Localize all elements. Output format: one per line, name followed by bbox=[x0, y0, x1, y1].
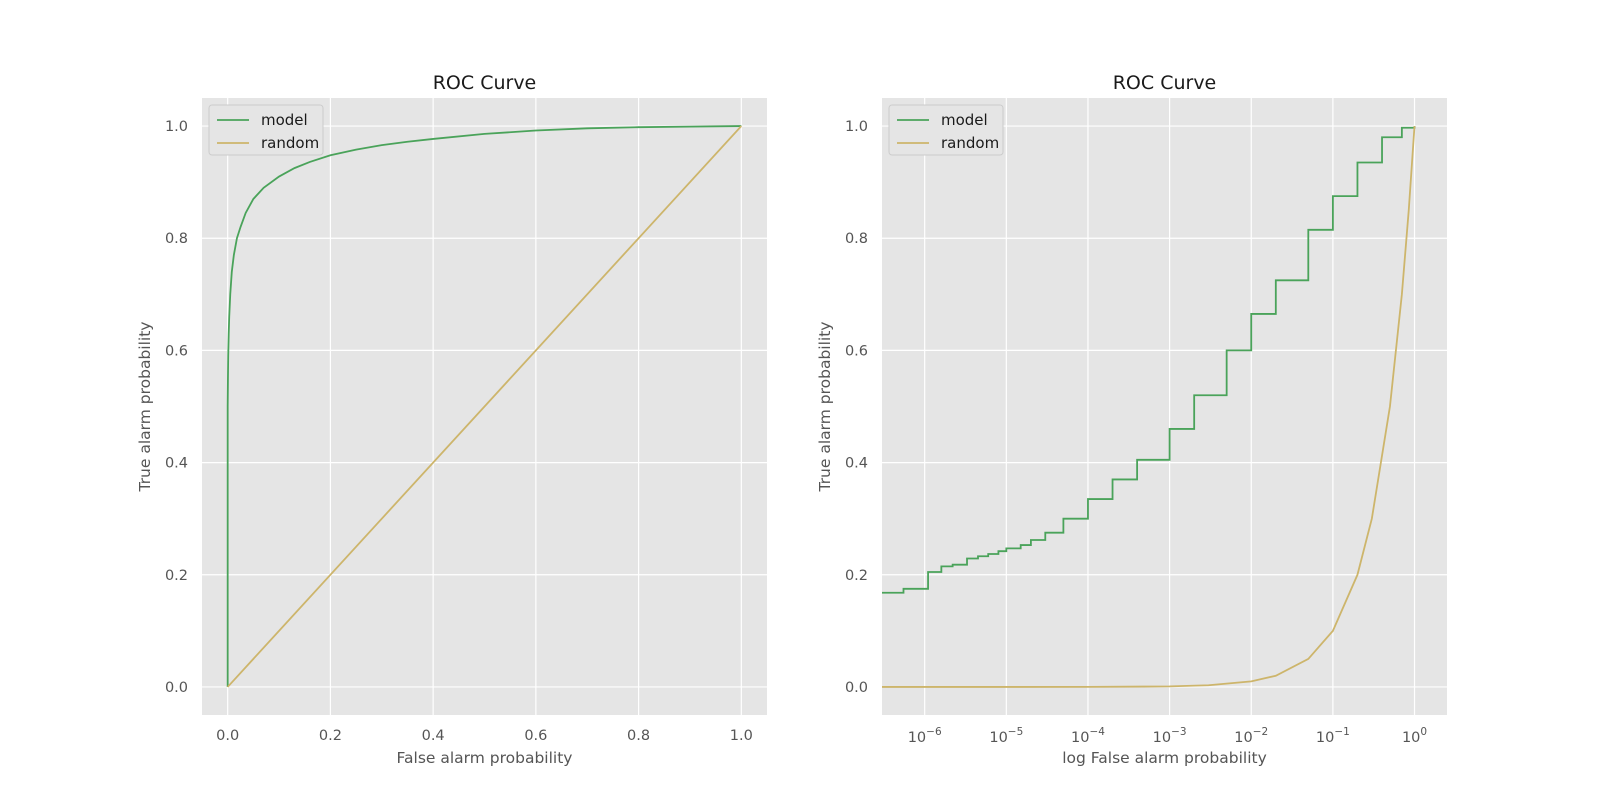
x-tick-label: 1.0 bbox=[730, 728, 753, 744]
x-tick-label: 10−1 bbox=[1316, 726, 1350, 746]
chart-panel-2: 0.00.20.40.60.81.010−6 10−5 10−4 10−3 10−2 10… bbox=[816, 72, 1447, 767]
legend-label-random: random bbox=[261, 134, 319, 152]
x-tick-exponent: −6 bbox=[926, 726, 942, 738]
legend: model random bbox=[208, 104, 324, 156]
legend: model random bbox=[888, 104, 1004, 156]
x-tick-base: 10 bbox=[1234, 730, 1252, 746]
x-tick-label: 10−2 bbox=[1234, 726, 1268, 746]
y-axis-label: True alarm probability bbox=[136, 322, 154, 493]
chart-title: ROC Curve bbox=[433, 72, 537, 94]
y-tick-label: 0.6 bbox=[845, 343, 868, 359]
y-tick-label: 0.8 bbox=[845, 231, 868, 247]
x-tick-exponent: −3 bbox=[1171, 726, 1186, 738]
x-tick-label: 10−3 bbox=[1153, 726, 1187, 746]
legend-label-model: model bbox=[261, 111, 308, 129]
chart-title: ROC Curve bbox=[1113, 72, 1217, 94]
y-tick-label: 0.6 bbox=[165, 343, 188, 359]
x-tick-base: 10 bbox=[1402, 730, 1420, 746]
x-tick-base: 10 bbox=[1071, 730, 1089, 746]
x-tick-label: 0.2 bbox=[319, 728, 342, 744]
x-tick-label: 0.4 bbox=[422, 728, 445, 744]
chart-panel-1: 0.0 0.2 0.4 0.6 0.8 1.0 0.0 0.2 0.4 0.6 0.8 1.0 Fals… bbox=[136, 72, 767, 767]
y-tick-label: 0.0 bbox=[845, 680, 868, 696]
x-tick-exponent: −2 bbox=[1253, 726, 1268, 738]
x-axis-label: log False alarm probability bbox=[1062, 749, 1267, 767]
x-tick-label: 10−4 bbox=[1071, 726, 1105, 746]
y-tick-label: 0.8 bbox=[165, 231, 188, 247]
legend-label-model: model bbox=[941, 111, 988, 129]
y-tick-label: 0.2 bbox=[165, 568, 188, 584]
gridlines bbox=[202, 98, 767, 715]
y-tick-label: 0.4 bbox=[165, 456, 188, 472]
x-tick-exponent: −4 bbox=[1089, 726, 1105, 738]
x-tick-label: 0.8 bbox=[627, 728, 650, 744]
x-tick-base: 10 bbox=[1316, 730, 1334, 746]
series-line-random bbox=[227, 125, 742, 688]
y-axis-label: True alarm probability bbox=[816, 322, 834, 493]
x-tick-base: 10 bbox=[1153, 730, 1171, 746]
series-line-model bbox=[226, 125, 742, 687]
y-tick-label: 0.0 bbox=[165, 680, 188, 696]
x-tick-label: 0.6 bbox=[524, 728, 547, 744]
y-tick-label: 0.4 bbox=[845, 456, 868, 472]
x-tick-label: 10−6 bbox=[908, 726, 942, 746]
plot-area bbox=[882, 98, 1447, 715]
x-tick-label: 10−5 bbox=[989, 726, 1023, 746]
y-tick-label: 0.2 bbox=[845, 568, 868, 584]
legend-label-random: random bbox=[941, 134, 999, 152]
x-tick-exponent: 0 bbox=[1420, 726, 1427, 738]
x-tick-label: 100 bbox=[1402, 726, 1427, 746]
y-tick-label: 1.0 bbox=[845, 119, 868, 135]
series-line-random bbox=[882, 125, 1416, 688]
series-line-model bbox=[882, 126, 1416, 594]
y-tick-label: 1.0 bbox=[165, 119, 188, 135]
x-axis-label: False alarm probability bbox=[397, 749, 573, 767]
x-tick-base: 10 bbox=[989, 730, 1007, 746]
x-tick-exponent: −1 bbox=[1334, 726, 1349, 738]
x-tick-exponent: −5 bbox=[1008, 726, 1023, 738]
x-tick-label: 0.0 bbox=[216, 728, 239, 744]
x-tick-base: 10 bbox=[908, 730, 926, 746]
